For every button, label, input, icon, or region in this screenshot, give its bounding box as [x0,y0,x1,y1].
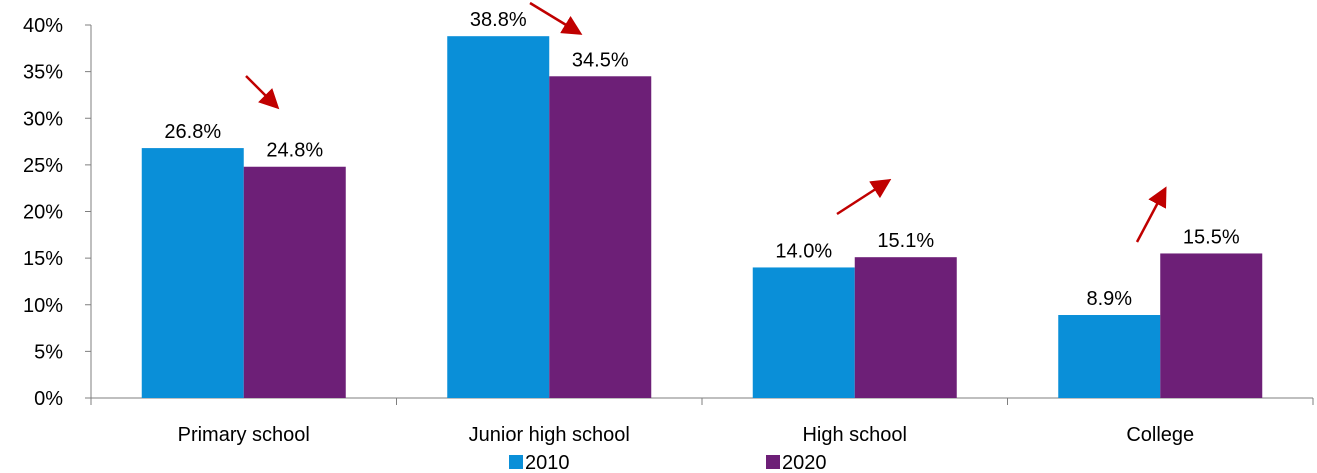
x-tick-label: Primary school [178,424,310,446]
data-label: 15.5% [1183,226,1240,248]
y-tick-label: 40% [23,15,63,37]
y-tick-label: 15% [23,248,63,270]
legend-label-2020: 2020 [782,452,827,473]
bar-2010 [1058,315,1161,398]
legend-swatch-2010 [509,455,523,469]
bar-2020 [1160,253,1263,398]
bars [141,36,1263,398]
y-tick-label: 0% [34,388,63,410]
bar-2020 [854,257,957,398]
data-label: 38.8% [470,9,527,31]
y-tick-label: 20% [23,202,63,224]
legend-label-2010: 2010 [525,452,570,473]
data-label: 8.9% [1086,288,1132,310]
y-tick-label: 5% [34,341,63,363]
bar-2020 [243,166,346,398]
legend-swatch-2020 [766,455,780,469]
bar-2010 [141,148,244,398]
bar-2020 [549,76,652,398]
trend-arrow-down [529,1,583,35]
trend-arrow-down [245,75,280,110]
bar-2010 [447,36,550,398]
y-tick-label: 25% [23,155,63,177]
axes: 0% 5% 10% 15% 20% 25% 30% 35% 40% Primary school J… [23,15,1314,446]
trend-arrow-up [836,178,892,216]
trend-arrows [245,1,1167,243]
legend: 2010 2020 [509,452,827,473]
y-tick-label: 30% [23,108,63,130]
y-tick-label: 10% [23,295,63,317]
data-label: 14.0% [775,240,832,262]
data-label: 24.8% [266,140,323,162]
x-tick-label: Junior high school [469,424,630,446]
trend-arrow-up [1135,186,1167,243]
data-labels: 26.8% 24.8% 38.8% 34.5% 14.0% 15.1% 8.9% 15.5% [164,9,1239,310]
data-label: 26.8% [164,121,221,143]
y-tick-label: 35% [23,62,63,84]
data-label: 34.5% [572,49,629,71]
bar-2010 [752,267,855,398]
data-label: 15.1% [877,230,934,252]
x-tick-label: High school [802,424,907,446]
x-tick-label: College [1126,424,1194,446]
